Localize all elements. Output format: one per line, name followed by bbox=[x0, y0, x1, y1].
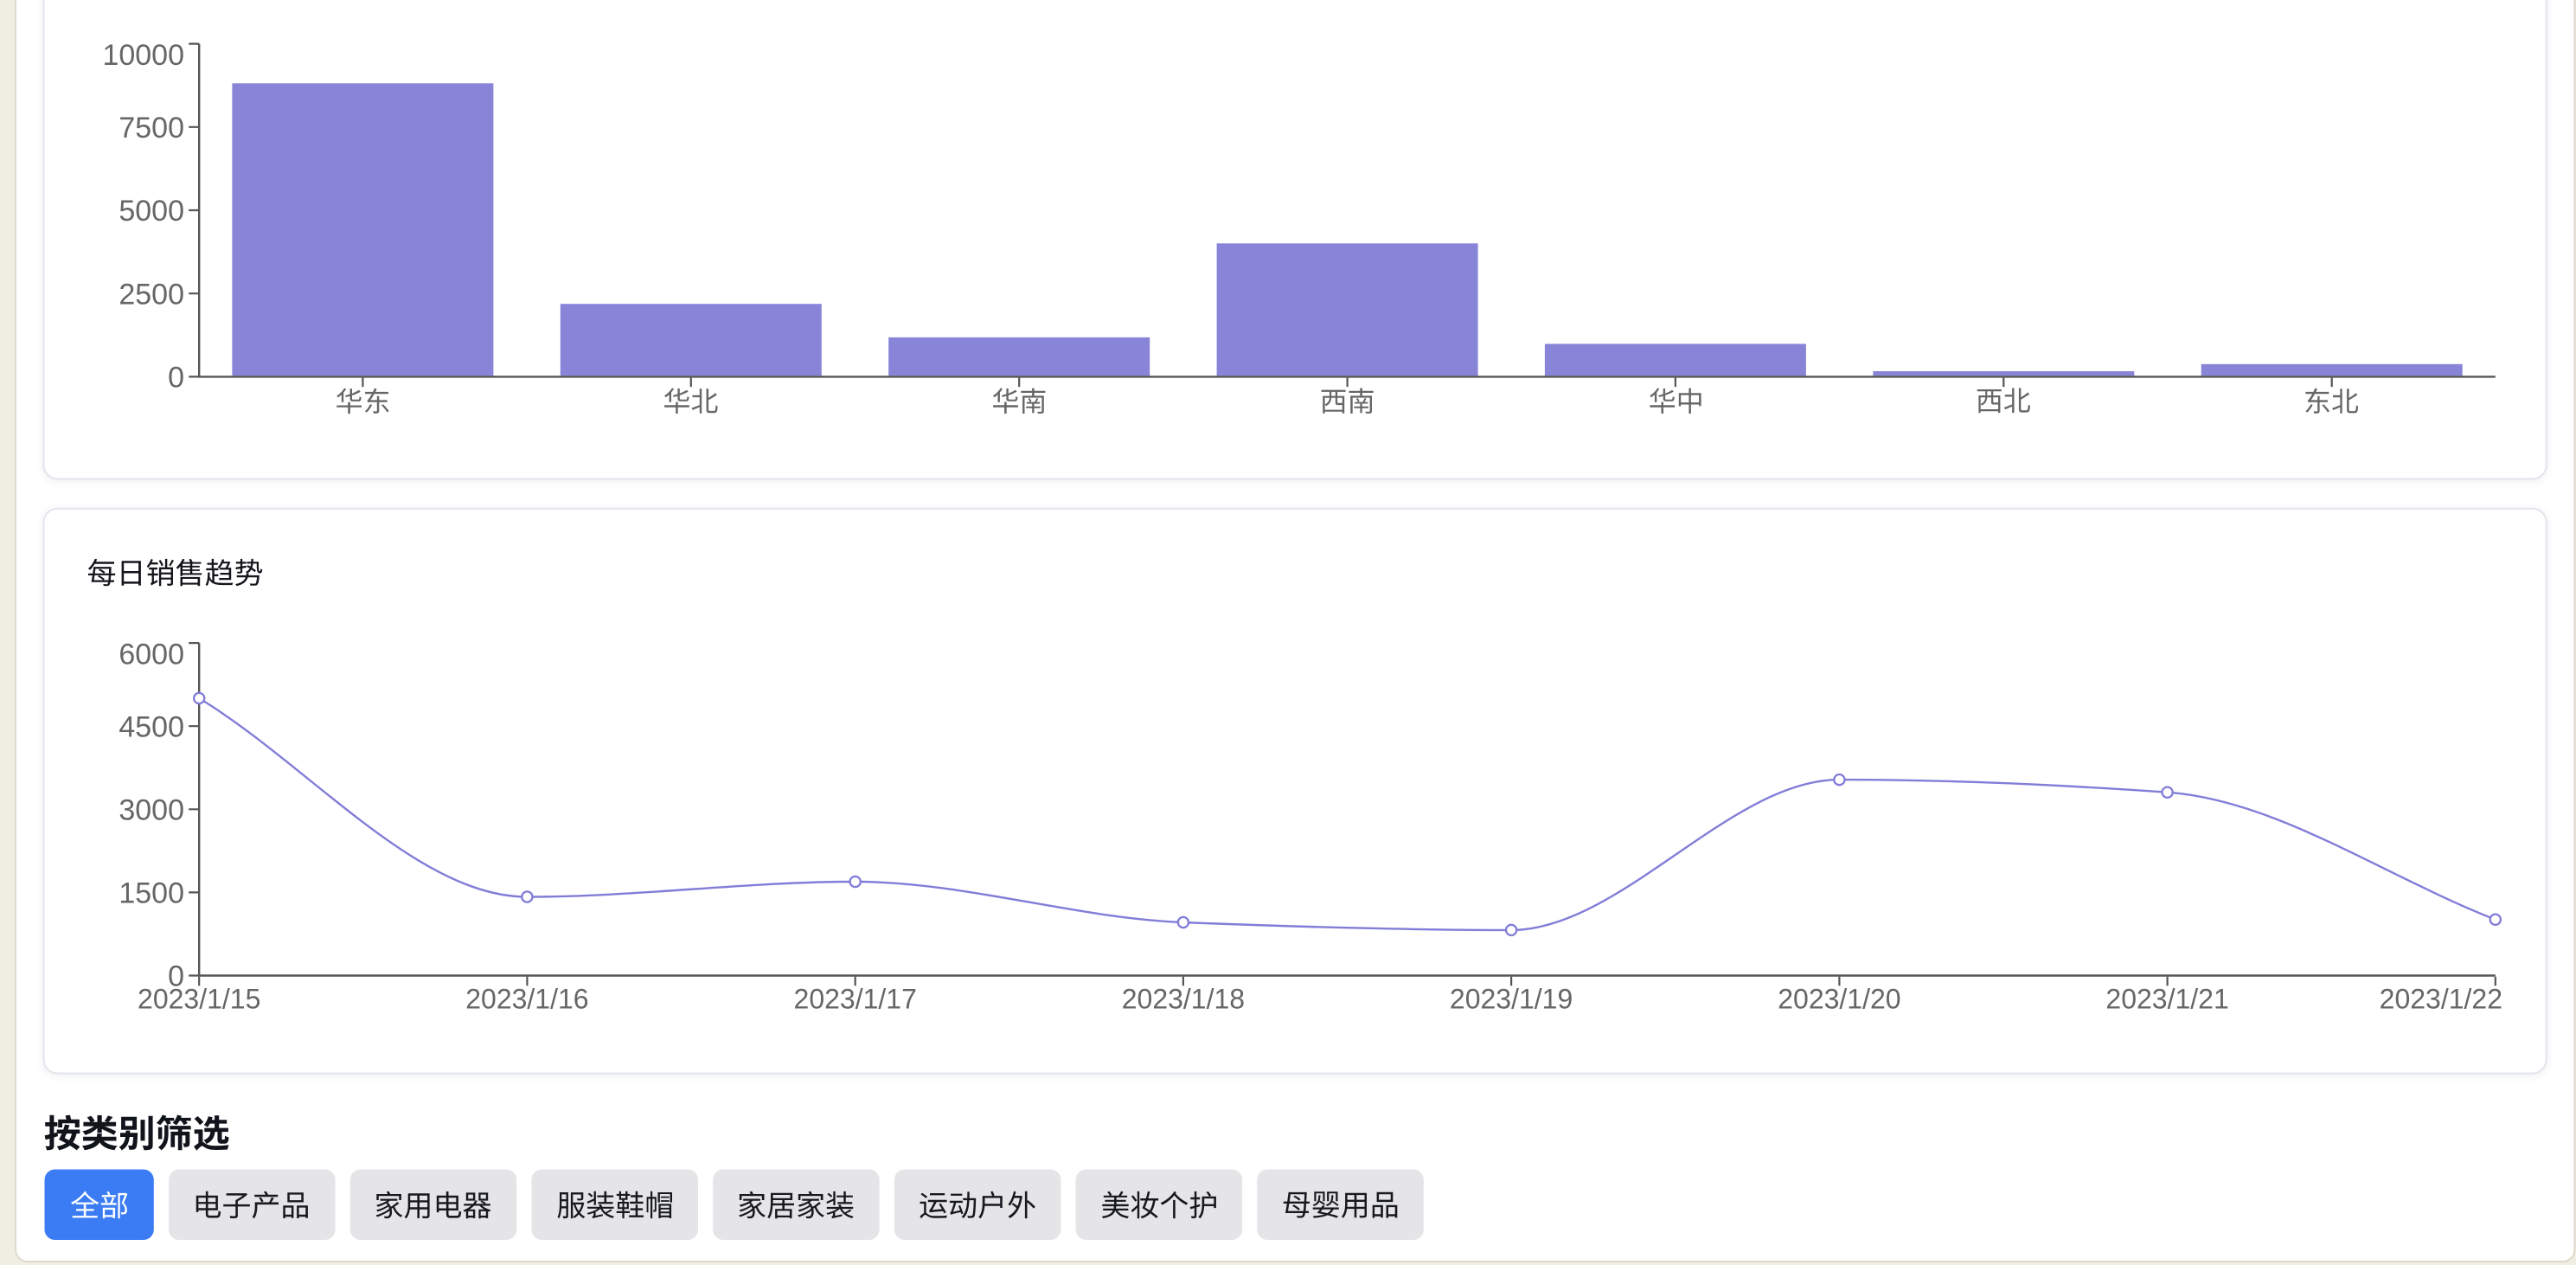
svg-text:0: 0 bbox=[168, 960, 184, 993]
svg-text:2023/1/16: 2023/1/16 bbox=[465, 984, 588, 1015]
svg-text:2023/1/15: 2023/1/15 bbox=[138, 984, 260, 1015]
svg-text:3000: 3000 bbox=[119, 793, 184, 826]
svg-text:2500: 2500 bbox=[119, 278, 184, 311]
svg-text:2023/1/20: 2023/1/20 bbox=[1778, 984, 1900, 1015]
svg-text:2023/1/17: 2023/1/17 bbox=[794, 984, 917, 1015]
svg-text:1500: 1500 bbox=[119, 877, 184, 909]
svg-text:10000: 10000 bbox=[102, 39, 184, 72]
svg-text:2023/1/21: 2023/1/21 bbox=[2105, 984, 2228, 1015]
svg-text:2023/1/22: 2023/1/22 bbox=[2380, 984, 2502, 1015]
svg-text:2023/1/19: 2023/1/19 bbox=[1450, 984, 1573, 1015]
svg-text:6000: 6000 bbox=[119, 638, 184, 671]
svg-text:7500: 7500 bbox=[119, 112, 184, 144]
svg-text:2023/1/18: 2023/1/18 bbox=[1122, 984, 1245, 1015]
svg-text:0: 0 bbox=[168, 361, 184, 394]
svg-text:4500: 4500 bbox=[119, 710, 184, 743]
svg-text:5000: 5000 bbox=[119, 195, 184, 228]
